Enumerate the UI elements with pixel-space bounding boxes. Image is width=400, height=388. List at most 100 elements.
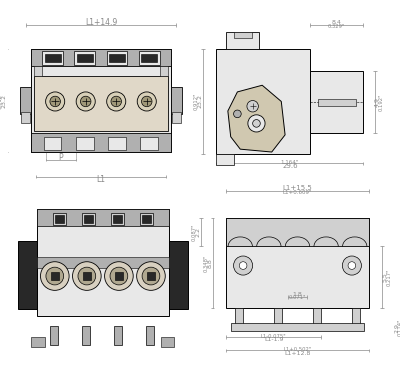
Bar xyxy=(18,241,37,310)
Bar xyxy=(172,112,181,123)
Text: 4.9: 4.9 xyxy=(375,97,380,107)
Bar xyxy=(231,323,364,331)
Text: P: P xyxy=(58,153,63,162)
Bar xyxy=(31,49,171,66)
Text: 0.087": 0.087" xyxy=(192,223,197,241)
Text: L1+14.9: L1+14.9 xyxy=(85,18,117,27)
Circle shape xyxy=(142,267,160,285)
Bar xyxy=(82,213,95,225)
Bar xyxy=(84,215,93,223)
Bar xyxy=(21,112,30,123)
Circle shape xyxy=(348,262,356,269)
Bar xyxy=(42,51,63,65)
Bar xyxy=(55,215,64,223)
Bar xyxy=(34,76,168,131)
Bar xyxy=(37,209,169,316)
Circle shape xyxy=(137,92,156,111)
Bar xyxy=(171,87,182,114)
Bar xyxy=(140,137,158,150)
Bar xyxy=(108,137,126,150)
Text: 0.348": 0.348" xyxy=(204,255,208,272)
Circle shape xyxy=(253,120,260,127)
Bar xyxy=(234,32,252,38)
Text: L1+15.5: L1+15.5 xyxy=(283,185,312,191)
Text: 0.912": 0.912" xyxy=(194,93,199,110)
Bar xyxy=(161,337,174,346)
Circle shape xyxy=(104,262,133,290)
Text: 0.192": 0.192" xyxy=(379,93,384,111)
Circle shape xyxy=(78,267,96,285)
Bar xyxy=(76,137,94,150)
Bar xyxy=(20,87,31,114)
Bar xyxy=(83,272,91,280)
Bar xyxy=(142,54,157,62)
Bar xyxy=(37,209,169,227)
Bar xyxy=(74,51,96,65)
Bar xyxy=(31,133,171,152)
Circle shape xyxy=(142,96,152,107)
Bar xyxy=(77,54,92,62)
Text: 0.217": 0.217" xyxy=(386,269,392,286)
Text: L1+0.609": L1+0.609" xyxy=(283,190,312,195)
Text: 0.912": 0.912" xyxy=(0,92,2,109)
Text: 23.2: 23.2 xyxy=(1,94,6,107)
Bar xyxy=(226,218,369,308)
Text: L1+0.502": L1+0.502" xyxy=(283,347,312,352)
Bar xyxy=(146,326,154,345)
Text: 0.114": 0.114" xyxy=(398,319,400,336)
Circle shape xyxy=(239,262,247,269)
Bar xyxy=(226,218,369,246)
Text: 1.164": 1.164" xyxy=(281,160,299,165)
Text: 2.9: 2.9 xyxy=(394,322,399,333)
Bar xyxy=(216,154,234,165)
Text: 23.2: 23.2 xyxy=(198,94,203,109)
Bar xyxy=(236,308,243,324)
Bar xyxy=(216,49,310,154)
Circle shape xyxy=(46,267,64,285)
Circle shape xyxy=(234,256,253,275)
Text: 2.2: 2.2 xyxy=(196,227,201,237)
Bar xyxy=(106,51,128,65)
Bar xyxy=(37,257,169,268)
Bar xyxy=(31,49,171,152)
Bar xyxy=(352,308,360,324)
Bar xyxy=(113,215,122,223)
Circle shape xyxy=(46,92,65,111)
Circle shape xyxy=(72,262,101,290)
Circle shape xyxy=(137,262,165,290)
Circle shape xyxy=(40,262,69,290)
Bar xyxy=(313,308,321,324)
Text: L1-1.9: L1-1.9 xyxy=(264,338,283,343)
Bar xyxy=(226,32,259,49)
Circle shape xyxy=(50,96,60,107)
Bar xyxy=(82,326,90,345)
Bar xyxy=(50,326,58,345)
Bar xyxy=(51,272,59,280)
Text: L1: L1 xyxy=(96,175,106,184)
Circle shape xyxy=(342,256,362,275)
Circle shape xyxy=(247,100,258,112)
Text: 0.071": 0.071" xyxy=(289,296,306,300)
Bar xyxy=(140,213,153,225)
Bar xyxy=(142,215,151,223)
Text: 29.6: 29.6 xyxy=(282,163,298,169)
Bar xyxy=(111,213,124,225)
Circle shape xyxy=(80,96,91,107)
Text: 5.5: 5.5 xyxy=(383,273,388,282)
Text: 0.329": 0.329" xyxy=(328,24,345,29)
Bar xyxy=(31,337,45,346)
Circle shape xyxy=(76,92,95,111)
Text: L1+12.8: L1+12.8 xyxy=(284,351,311,356)
Bar xyxy=(44,137,62,150)
Text: 1.8: 1.8 xyxy=(293,292,302,297)
Text: 8.8: 8.8 xyxy=(207,258,212,268)
Circle shape xyxy=(234,110,241,118)
Text: 8.4: 8.4 xyxy=(332,20,342,25)
Circle shape xyxy=(107,92,126,111)
Bar xyxy=(147,272,155,280)
Bar xyxy=(160,66,168,76)
Circle shape xyxy=(248,115,265,132)
Bar xyxy=(109,54,125,62)
Circle shape xyxy=(110,267,128,285)
Circle shape xyxy=(111,96,122,107)
